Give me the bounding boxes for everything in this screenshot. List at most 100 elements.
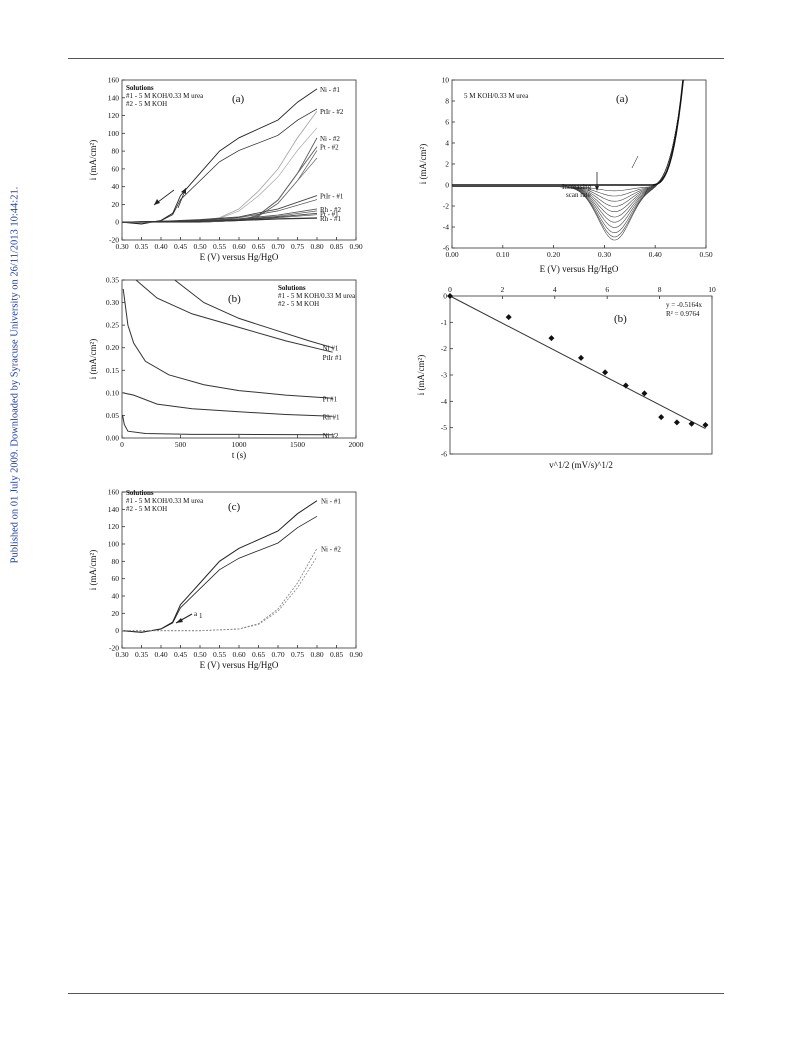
x-tick-label: 0.30	[598, 250, 611, 259]
x-tick-label: 0	[120, 440, 124, 449]
x-axis-label: v^1/2 (mV/s)^1/2	[549, 460, 613, 470]
data-point	[447, 293, 453, 299]
series-label-rh-1: Rh #1	[323, 413, 340, 421]
x-tick-label: 0.35	[135, 650, 148, 659]
series-label-ni-1: Ni - #1	[321, 498, 341, 506]
series-label-ni-2: Ni - #2	[320, 135, 340, 143]
y-tick-label: 2	[445, 160, 449, 169]
series-ptir-1	[135, 279, 333, 353]
x-tick-label: 8	[658, 285, 662, 294]
x-axis-label: E (V) versus Hg/HgO	[540, 264, 619, 274]
y-tick-label: 120	[108, 111, 120, 120]
forward-sweep	[452, 79, 684, 186]
y-tick-label: -6	[441, 450, 447, 459]
x-tick-label: 0.40	[649, 250, 662, 259]
y-axis-label: i (mA/cm²)	[88, 550, 98, 590]
y-tick-label: -4	[441, 397, 447, 406]
y-tick-label: 0	[443, 292, 447, 301]
x-tick-label: 0.55	[213, 650, 226, 659]
x-tick-label: 0.65	[252, 650, 265, 659]
series-rh-1	[123, 392, 333, 417]
series-label-ptir-2: PtIr - #2	[320, 108, 344, 116]
y-tick-label: 140	[108, 505, 120, 514]
series-pt-2	[122, 146, 318, 223]
series-return-rh-1	[121, 218, 318, 223]
x-tick-label: 0.80	[310, 650, 323, 659]
series-label-rh-2: Rh - #2	[320, 206, 342, 214]
series-return-ni-1	[121, 108, 318, 225]
y-tick-label: -2	[443, 202, 449, 211]
y-tick-label: 160	[108, 488, 120, 497]
sweep-7	[452, 79, 686, 228]
y-tick-label: 0.10	[106, 388, 119, 397]
fit-line	[449, 295, 706, 430]
y-tick-label: 80	[112, 557, 120, 566]
legend-line-2: #2 - 5 M KOH	[278, 300, 319, 308]
series-ni-1	[121, 500, 318, 633]
x-tick-label: 2000	[349, 440, 364, 449]
x-tick-label: 0.75	[291, 650, 304, 659]
x-tick-label: 0.90	[349, 242, 362, 251]
x-tick-label: 0.60	[232, 650, 245, 659]
legend-line-2: #2 - 5 M KOH	[126, 505, 167, 513]
y-axis-label: i (mA/cm²)	[88, 339, 98, 379]
series-label-ni-1: Ni - #1	[320, 86, 340, 94]
y-tick-label: -20	[109, 644, 119, 653]
series-label-ni-2: Ni #2	[323, 432, 339, 440]
y-tick-label: 140	[108, 93, 120, 102]
series-ni-2	[122, 548, 318, 632]
series-return-ni-2	[122, 556, 318, 632]
y-tick-label: 40	[112, 592, 120, 601]
y-tick-label: 0.00	[106, 434, 119, 443]
legend-line-1: #1 - 5 M KOH/0.33 M urea	[278, 292, 356, 300]
x-tick-label: 0.60	[232, 242, 245, 251]
plot-frame	[121, 491, 357, 649]
sweep-10	[452, 79, 686, 241]
x-tick-label: 6	[605, 285, 609, 294]
sweep-9	[452, 79, 686, 238]
y-tick-label: 100	[108, 540, 120, 549]
x-tick-label: 0.85	[330, 650, 343, 659]
y-axis-label: i (mA/cm²)	[416, 355, 426, 395]
series-label-ptir-1: PtIr - #1	[320, 193, 344, 201]
annotation-a1-sub: 1	[199, 612, 203, 620]
y-tick-label: 80	[112, 147, 120, 156]
x-tick-label: 0.45	[174, 650, 187, 659]
chart-b-left: 0 500 1000 1500 2000 0.00 0.05 0.10 0.15 0.20 0.25…	[88, 276, 364, 461]
y-tick-label: 100	[108, 129, 120, 138]
y-tick-label: 4	[445, 139, 449, 148]
series-return-ni-1	[121, 515, 318, 633]
x-tick-label: 10	[708, 285, 716, 294]
x-tick-label: 0.35	[135, 242, 148, 251]
legend-line-0: Solutions	[278, 284, 306, 292]
x-tick-label: 0.40	[154, 650, 167, 659]
y-tick-label: -3	[441, 371, 447, 380]
series-ni-2	[122, 137, 318, 223]
arrow-head	[176, 618, 183, 623]
series-ni-1	[121, 88, 318, 225]
y-axis-label: i (mA/cm²)	[88, 140, 98, 180]
series-ni-1	[174, 279, 333, 349]
y-tick-label: 0.15	[106, 366, 119, 375]
x-tick-label: 0.50	[193, 650, 206, 659]
x-axis-label: E (V) versus Hg/HgO	[200, 660, 279, 670]
series-label-ni-2: Ni - #2	[321, 545, 341, 553]
y-tick-label: 0.25	[106, 321, 119, 330]
x-tick-label: 0.00	[445, 250, 458, 259]
margin-note: Published on 01 July 2009. Downloaded by…	[5, 120, 25, 630]
y-tick-label: 10	[442, 76, 450, 85]
x-tick-label: 0.10	[496, 250, 509, 259]
x-tick-label: 0.40	[154, 242, 167, 251]
y-tick-label: -4	[443, 223, 449, 232]
x-axis-label: t (s)	[232, 450, 246, 460]
legend-line-0: Solutions	[126, 84, 154, 92]
legend-line-2: #2 - 5 M KOH	[126, 100, 167, 108]
arrow-head	[181, 188, 186, 194]
data-point	[641, 390, 648, 397]
header-rule	[68, 58, 724, 59]
x-tick-label: 0.90	[349, 650, 362, 659]
fit-equation: y = -0.5164x	[666, 301, 703, 309]
y-tick-label: 40	[112, 182, 120, 191]
panel-label: (b)	[228, 293, 241, 305]
x-tick-label: 4	[553, 285, 557, 294]
